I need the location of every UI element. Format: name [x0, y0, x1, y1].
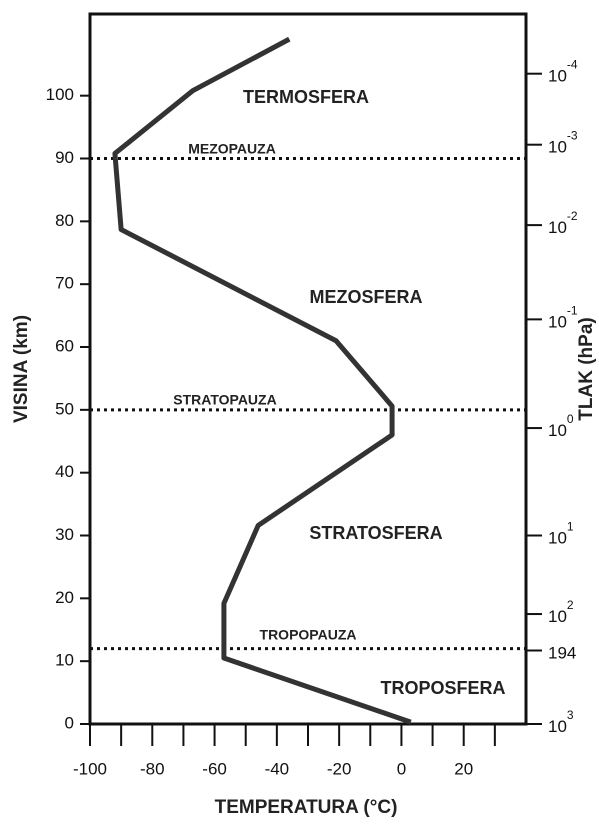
- y2-tick-label: 102: [548, 598, 574, 626]
- layer-label: TROPOSFERA: [380, 678, 505, 698]
- y2-tick-exponent: 0: [567, 412, 574, 426]
- y-tick-label: 60: [55, 336, 74, 355]
- y2-tick-label: 103: [548, 708, 574, 736]
- y2-tick-base: 194: [548, 644, 576, 663]
- y2-tick-base: 10: [548, 313, 567, 332]
- y-tick-label: 80: [55, 211, 74, 230]
- x-tick-label: 20: [454, 759, 473, 778]
- y-tick-label: 70: [55, 274, 74, 293]
- layer-label: TERMOSFERA: [243, 87, 369, 107]
- y-tick-label: 100: [46, 85, 74, 104]
- layer-label: TROPOPAUZA: [260, 627, 357, 643]
- y2-tick-base: 10: [548, 67, 567, 86]
- y2-tick-base: 10: [548, 608, 567, 627]
- y2-tick-label: 10-4: [548, 58, 578, 86]
- y-tick-label: 30: [55, 525, 74, 544]
- y-tick-label: 10: [55, 651, 74, 670]
- x-tick-label: -60: [202, 759, 227, 778]
- layer-label: STRATOSFERA: [309, 523, 442, 543]
- profile-line: [112, 36, 412, 725]
- x-tick-label: 0: [397, 759, 406, 778]
- y2-tick-exponent: -3: [567, 129, 578, 143]
- y-tick-label: 50: [55, 399, 74, 418]
- y2-tick-label: 10-1: [548, 304, 578, 332]
- x-tick-label: -80: [140, 759, 165, 778]
- y2-tick-exponent: 1: [567, 520, 574, 534]
- y2-tick-exponent: -2: [567, 209, 578, 223]
- y2-tick-label: 100: [548, 412, 574, 440]
- x-tick-label: -100: [73, 759, 107, 778]
- y-axis-label: VISINA (km): [11, 315, 32, 423]
- y2-tick-exponent: -4: [567, 58, 578, 72]
- y2-tick-exponent: 2: [567, 598, 574, 612]
- x-tick-label: -40: [265, 759, 290, 778]
- y2-tick-exponent: -1: [567, 304, 578, 318]
- y2-tick-base: 10: [548, 138, 567, 157]
- x-axis-label: TEMPERATURA (°C): [215, 797, 398, 818]
- layer-label: MEZOPAUZA: [188, 141, 276, 157]
- y2-tick-base: 10: [548, 717, 567, 736]
- y2-tick-label: 101: [548, 520, 574, 548]
- layer-label: STRATOPAUZA: [173, 392, 276, 408]
- y2-tick-base: 10: [548, 529, 567, 548]
- y-tick-label: 90: [55, 148, 74, 167]
- y2-tick-label: 194: [548, 644, 576, 663]
- y2-tick-exponent: 3: [567, 708, 574, 722]
- y2-tick-base: 10: [548, 219, 567, 238]
- y-tick-label: 40: [55, 462, 74, 481]
- y2-tick-label: 10-2: [548, 209, 578, 237]
- y-tick-label: 20: [55, 588, 74, 607]
- x-tick-label: -20: [327, 759, 352, 778]
- y2-tick-label: 10-3: [548, 129, 578, 157]
- y-tick-label: 0: [65, 713, 74, 732]
- y2-tick-base: 10: [548, 422, 567, 441]
- y2-axis-label: TLAK (hPa): [576, 317, 597, 420]
- layer-label: MEZOSFERA: [309, 287, 422, 307]
